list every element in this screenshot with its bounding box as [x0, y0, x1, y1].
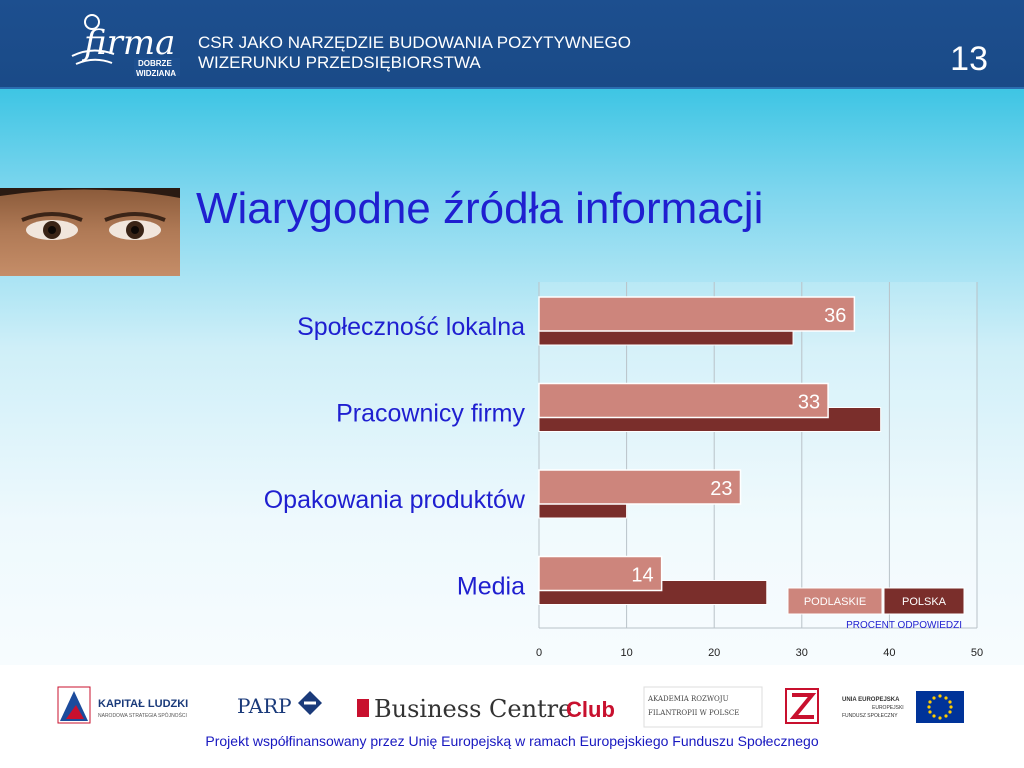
eu-social-fund-logo: UNIA EUROPEJSKA EUROPEJSKI FUNDUSZ SPOŁE… — [842, 691, 964, 723]
logo-wordmark: firma — [81, 23, 175, 63]
parp-logo: PARP — [237, 691, 322, 718]
category-label: Media — [457, 573, 525, 601]
firma-dobrze-widziana-logo: firma DOBRZE WIDZIANA — [71, 14, 180, 78]
x-tick-label: 0 — [536, 647, 542, 659]
legend-polska-label: POLSKA — [902, 596, 947, 608]
bar-podlaskie — [538, 555, 663, 592]
kapital-ludzki-title: KAPITAŁ LUDZKI — [98, 698, 188, 710]
cofinancing-note: Projekt współfinansowany przez Unię Euro… — [205, 733, 819, 749]
red-badge-logo — [785, 688, 819, 724]
category-label: Pracownicy firmy — [336, 400, 525, 428]
bar-podlaskie — [538, 469, 742, 505]
parp-wordmark: PARP — [237, 694, 292, 718]
slide-title: Wiarygodne źródła informacji — [196, 184, 764, 233]
x-tick-label: 30 — [796, 647, 808, 659]
slide-background — [0, 89, 1024, 665]
x-tick-label: 40 — [883, 647, 895, 659]
x-axis-title: PROCENT ODPOWIEDZI — [846, 620, 962, 631]
akademia-rozwoju-filantropii-logo: AKADEMIA ROZWOJU FILANTROPII W POLSCE — [643, 686, 763, 728]
legend-podlaskie-swatch — [787, 587, 883, 615]
category-label: Opakowania produktów — [264, 486, 526, 514]
logo-subtext-2: WIDZIANA — [136, 69, 176, 78]
child-eyes-photo — [0, 188, 180, 276]
akademia-line-2: FILANTROPII W POLSCE — [648, 709, 739, 717]
eu-line-2: EUROPEJSKI — [872, 705, 904, 711]
kapital-ludzki-logo: KAPITAŁ LUDZKI NARODOWA STRATEGIA SPÓJNO… — [57, 686, 188, 724]
akademia-line-1: AKADEMIA ROZWOJU — [647, 695, 729, 703]
presentation-title: CSR JAKO NARZĘDZIE BUDOWANIA POZYTYWNEGO… — [198, 33, 818, 73]
header-bar: firma DOBRZE WIDZIANA CSR JAKO NARZĘDZIE… — [0, 0, 1024, 89]
eu-line-1: UNIA EUROPEJSKA — [842, 697, 900, 703]
eu-line-3: FUNDUSZ SPOŁECZNY — [842, 713, 898, 719]
presentation-title-line-2: WIZERUNKU PRZEDSIĘBIORSTWA — [198, 53, 481, 72]
bcc-club: Club — [566, 697, 615, 722]
footer — [0, 665, 1024, 768]
category-label: Społeczność lokalna — [297, 313, 525, 341]
x-tick-label: 10 — [620, 647, 632, 659]
x-tick-label: 20 — [708, 647, 720, 659]
data-label: 23 — [710, 478, 732, 500]
business-centre-club-logo: Business Centre Club — [357, 695, 615, 723]
data-label: 33 — [798, 392, 820, 414]
presentation-title-line-1: CSR JAKO NARZĘDZIE BUDOWANIA POZYTYWNEGO — [198, 33, 631, 52]
sponsor-logos: KAPITAŁ LUDZKI NARODOWA STRATEGIA SPÓJNO… — [57, 686, 964, 728]
bar-podlaskie — [538, 382, 829, 419]
bar-podlaskie — [538, 296, 856, 332]
logo-subtext-1: DOBRZE — [138, 59, 172, 68]
legend-polska-swatch — [883, 587, 965, 615]
bcc-wordmark: Business Centre — [374, 695, 572, 723]
kapital-ludzki-subtitle: NARODOWA STRATEGIA SPÓJNOŚCI — [98, 711, 187, 719]
legend-podlaskie-label: PODLASKIE — [804, 596, 866, 608]
data-label: 36 — [824, 305, 846, 327]
page-number: 13 — [950, 40, 988, 78]
x-tick-label: 50 — [971, 647, 983, 659]
data-label: 14 — [631, 565, 653, 587]
